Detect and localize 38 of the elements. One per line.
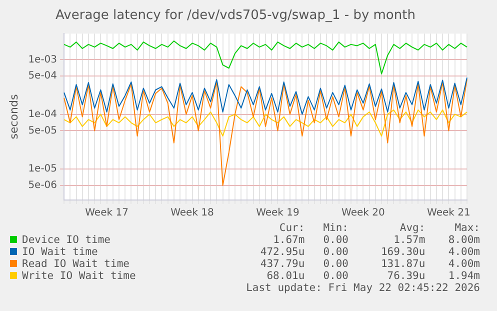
text: 68.01u: [266, 270, 305, 282]
y-tick-label: 5e-05: [28, 125, 58, 136]
text: Last update: Fri May 22 02:45:22 2026: [245, 282, 480, 294]
text: 0.00: [322, 246, 348, 258]
x-tick-label: Week 18: [170, 208, 214, 219]
text: 437.79u: [259, 258, 305, 270]
text: Min:: [322, 222, 348, 234]
y-tick-label: 5e-04: [28, 70, 58, 82]
text: 472.95u: [259, 246, 305, 258]
text: 169.30u: [380, 246, 426, 258]
text: 8.00m: [447, 234, 480, 246]
legend-label: IO Wait time: [22, 246, 98, 258]
chart-title: Average latency for /dev/vds705-vg/swap_1 - by month: [56, 8, 416, 24]
text: 1.67m: [272, 234, 305, 246]
text: Avg:: [398, 222, 426, 234]
y-axis-title: seconds: [7, 94, 20, 140]
x-tick-label: Week 19: [256, 208, 300, 219]
text: 76.39u: [386, 270, 426, 282]
text: 1.94m: [447, 270, 480, 282]
text: Max:: [454, 222, 480, 234]
legend-label: Write IO Wait time: [22, 270, 136, 282]
y-tick-label: 5e-06: [28, 180, 58, 191]
text: 0.00: [322, 258, 348, 270]
legend-label: Read IO Wait time: [22, 258, 130, 270]
text: 4.00m: [447, 258, 480, 270]
text: 1.57m: [392, 234, 426, 246]
y-tick-label: 1e-05: [28, 164, 58, 175]
y-tick-label: 1e-04: [28, 108, 58, 120]
x-tick-label: Week 20: [342, 208, 385, 219]
text: 0.00: [322, 270, 348, 282]
text: 4.00m: [447, 246, 480, 258]
legend-label: Device IO time: [22, 234, 111, 246]
text: Cur:: [278, 222, 305, 234]
text: 131.87u: [380, 258, 426, 270]
text: 0.00: [322, 234, 348, 246]
y-tick-label: 1e-03: [28, 54, 58, 66]
x-tick-label: Week 21: [427, 208, 470, 219]
x-tick-label: Week 17: [85, 208, 128, 219]
